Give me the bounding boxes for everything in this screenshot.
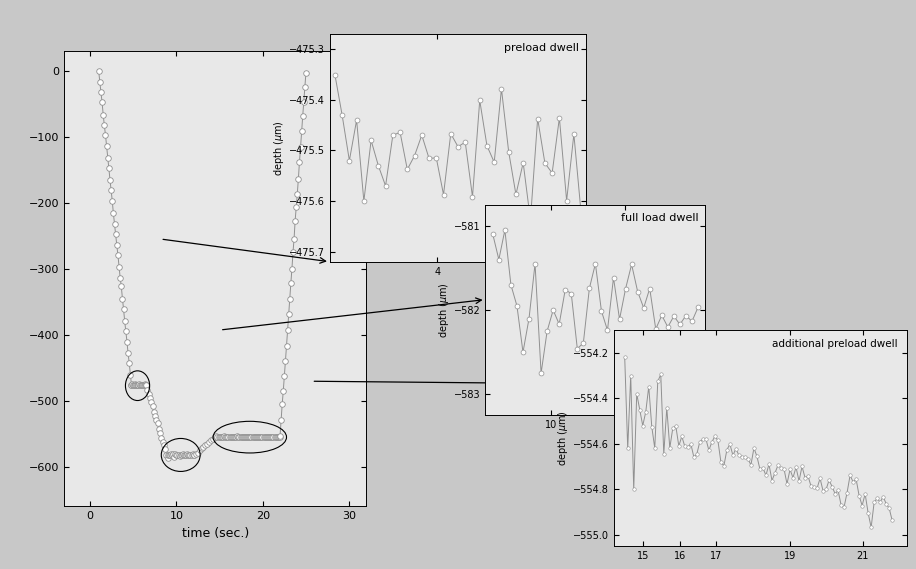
Y-axis label: depth ($\mu$m): depth ($\mu$m) [437, 282, 451, 338]
X-axis label: time (sec.): time (sec.) [181, 527, 249, 540]
Text: additional preload dwell: additional preload dwell [772, 339, 898, 349]
Y-axis label: depth ($\mu$m): depth ($\mu$m) [272, 120, 286, 176]
Text: preload dwell: preload dwell [504, 43, 579, 53]
Y-axis label: depth ($\mu$m): depth ($\mu$m) [556, 410, 570, 466]
Text: full load dwell: full load dwell [621, 213, 699, 223]
